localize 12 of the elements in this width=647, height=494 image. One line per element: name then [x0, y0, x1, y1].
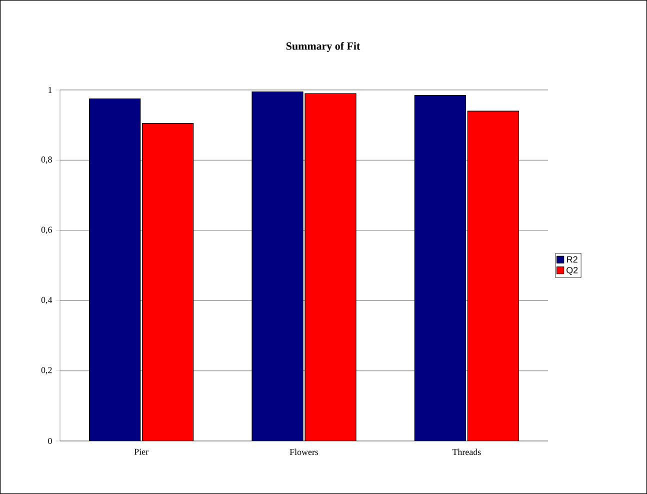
y-tick-label: 0: [48, 438, 52, 444]
y-tick-label: 0,6: [41, 226, 52, 234]
legend-label: Q2: [566, 266, 578, 275]
x-tick-label: Flowers: [290, 448, 318, 456]
x-tick-label: Threads: [452, 448, 481, 456]
y-tick-label: 1: [48, 87, 52, 93]
x-tick-label: Pier: [134, 448, 148, 455]
y-tick-label: 0,2: [41, 367, 52, 374]
chart-title: Summary of Fit: [286, 42, 360, 52]
y-tick-label: 0,8: [41, 156, 52, 164]
legend-label: R2: [567, 256, 578, 262]
y-tick-label: 0,4: [41, 296, 52, 304]
